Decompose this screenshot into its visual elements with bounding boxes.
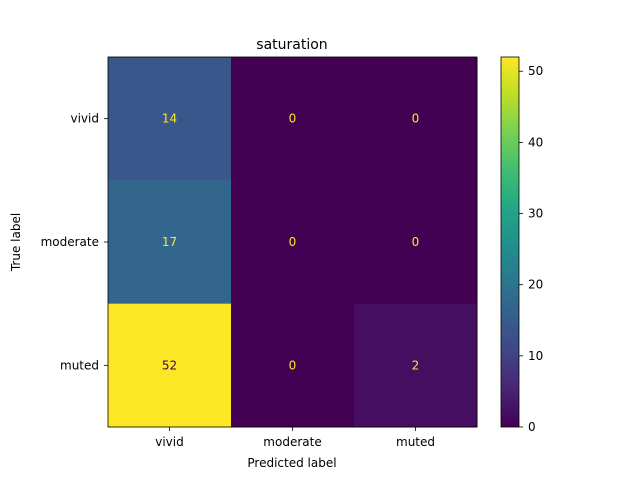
heatmap-cells [108,57,478,428]
heatmap-cell [354,303,478,428]
colorbar-tick-label: 40 [528,135,543,149]
cell-value-label: 0 [289,235,297,249]
heatmap-cell [354,57,478,181]
heatmap-cell [108,57,232,181]
y-axis-label: True label [9,213,23,272]
cell-value-label: 52 [162,358,177,372]
y-tick-label: vivid [71,112,100,126]
x-tick-label: muted [396,435,435,449]
heatmap-cell [108,180,232,305]
cell-value-label: 2 [412,358,420,372]
heatmap-cell-values: 14 0 0 17 0 0 52 0 2 [162,112,419,373]
heatmap-cell [231,303,355,428]
chart-title: saturation [256,37,327,53]
colorbar-tick-label: 30 [528,207,543,221]
colorbar-tick-label: 50 [528,64,543,78]
y-tick-label: moderate [41,235,99,249]
cell-value-label: 17 [162,235,177,249]
x-tick-label: vivid [155,435,184,449]
cell-value-label: 14 [162,112,177,126]
colorbar-ticks: 0 10 20 30 40 50 [519,64,543,434]
y-axis-ticks: vivid moderate muted [41,112,108,372]
colorbar [500,56,520,428]
cell-value-label: 0 [412,235,420,249]
cell-value-label: 0 [289,112,297,126]
colorbar-tick-label: 0 [528,420,536,434]
cell-value-label: 0 [289,358,297,372]
colorbar-tick-label: 20 [528,278,543,292]
heatmap-cell [231,180,355,305]
heatmap-cell [108,303,232,428]
x-axis-label: Predicted label [247,456,336,470]
heatmap-cell [354,180,478,305]
cell-value-label: 0 [412,112,420,126]
colorbar-tick-label: 10 [528,349,543,363]
x-tick-label: moderate [263,435,321,449]
y-tick-label: muted [60,358,99,372]
x-axis-ticks: vivid moderate muted [155,427,435,449]
heatmap-cell [231,57,355,181]
